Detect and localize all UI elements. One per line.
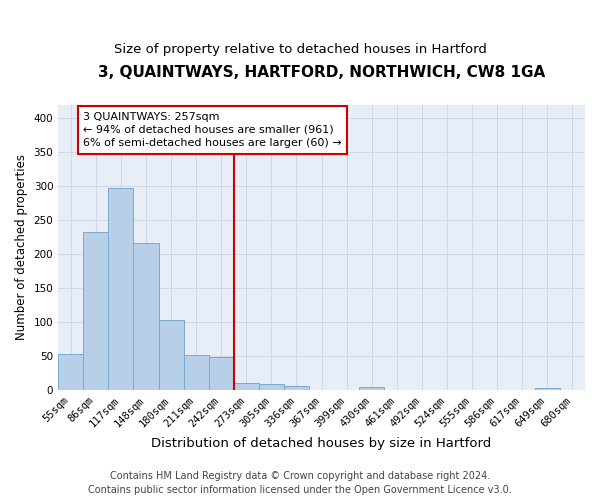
Bar bbox=[83, 232, 109, 390]
Bar bbox=[284, 386, 309, 390]
Bar bbox=[58, 354, 83, 390]
Text: Contains HM Land Registry data © Crown copyright and database right 2024.
Contai: Contains HM Land Registry data © Crown c… bbox=[88, 471, 512, 495]
Bar bbox=[109, 188, 133, 390]
Bar bbox=[535, 388, 560, 390]
Bar bbox=[184, 355, 209, 390]
Text: 3 QUAINTWAYS: 257sqm
← 94% of detached houses are smaller (961)
6% of semi-detac: 3 QUAINTWAYS: 257sqm ← 94% of detached h… bbox=[83, 112, 342, 148]
Bar bbox=[133, 244, 158, 390]
Bar bbox=[158, 320, 184, 390]
X-axis label: Distribution of detached houses by size in Hartford: Distribution of detached houses by size … bbox=[151, 437, 492, 450]
Title: 3, QUAINTWAYS, HARTFORD, NORTHWICH, CW8 1GA: 3, QUAINTWAYS, HARTFORD, NORTHWICH, CW8 … bbox=[98, 65, 545, 80]
Text: Size of property relative to detached houses in Hartford: Size of property relative to detached ho… bbox=[113, 42, 487, 56]
Bar bbox=[359, 387, 385, 390]
Y-axis label: Number of detached properties: Number of detached properties bbox=[15, 154, 28, 340]
Bar bbox=[209, 357, 234, 390]
Bar bbox=[234, 384, 259, 390]
Bar bbox=[259, 384, 284, 390]
